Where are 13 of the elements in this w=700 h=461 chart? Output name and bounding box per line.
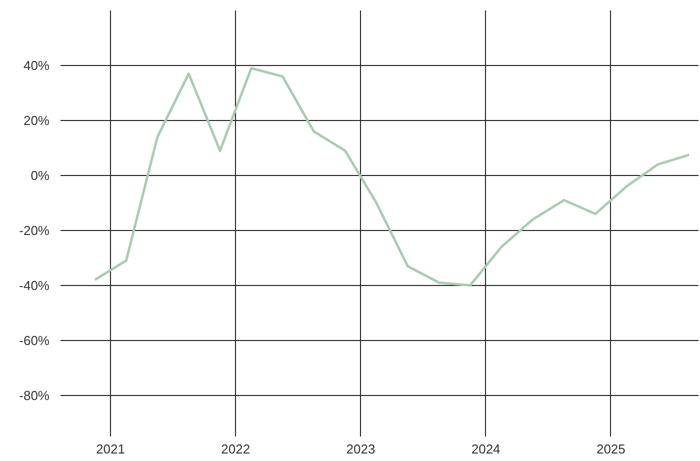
y-tick-label: 0% bbox=[30, 168, 50, 183]
x-tick-label: 2022 bbox=[221, 442, 250, 456]
y-tick-label: -40% bbox=[19, 278, 50, 293]
x-tick-label: 2025 bbox=[596, 442, 626, 456]
y-tick-label: -80% bbox=[19, 388, 50, 403]
y-tick-label: -60% bbox=[19, 332, 50, 348]
y-tick-label: 40% bbox=[23, 58, 50, 73]
line-series bbox=[94, 66, 690, 287]
x-tick-label: 2021 bbox=[96, 442, 125, 456]
y-tick-label: 20% bbox=[23, 112, 50, 128]
x-tick-label: 2023 bbox=[346, 442, 376, 456]
x-tick-label: 2024 bbox=[471, 442, 500, 456]
y-tick-label: -20% bbox=[19, 222, 50, 238]
